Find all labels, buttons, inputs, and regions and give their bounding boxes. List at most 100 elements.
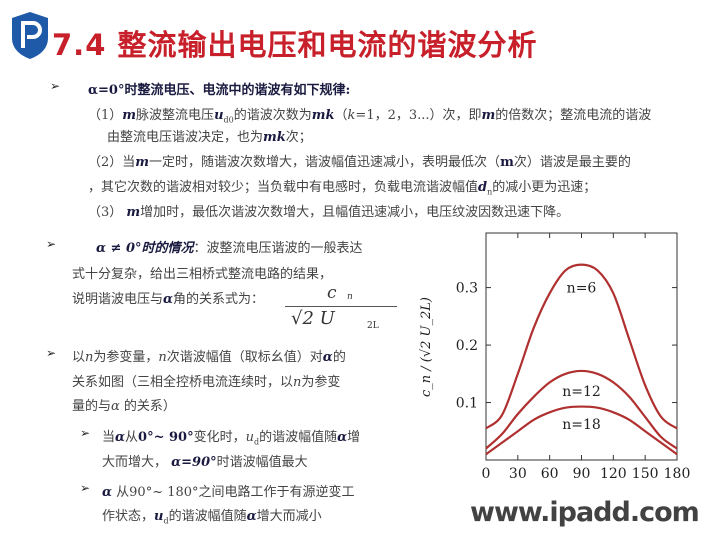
formula-numerator-sub: n (347, 292, 353, 302)
text-segment: α (246, 509, 257, 524)
text-segment: 次； (285, 130, 312, 145)
text-line: α=0°时整流电压、电流中的谐波有如下规律: (88, 79, 350, 98)
formula-denominator-sub: 2L (367, 321, 379, 331)
text-segment: α (115, 430, 126, 445)
bullet-arrow-icon: ➢ (46, 237, 57, 251)
x-tick-label: 120 (600, 466, 627, 482)
text-segment: （1） (88, 108, 123, 123)
y-tick-label: 0.3 (456, 281, 478, 297)
text-segment: n (487, 187, 493, 197)
text-segment: 以 (72, 350, 86, 365)
text-line: 由整流电压谐波决定，也为mk次； (107, 126, 312, 145)
text-segment: d (163, 516, 169, 526)
series-line-n=12 (485, 369, 678, 450)
text-segment: 从90°~ 180°之间电路工作于有源逆变工 (112, 485, 355, 500)
text-line: 当α从0°~ 90°变化时，ud的谐波幅值随α增 (102, 426, 360, 447)
text-segment: m (122, 108, 137, 123)
bullet-arrow-icon: ➢ (80, 426, 91, 440)
text-line: 式十分复杂，给出三相桥式整流电路的结果， (72, 263, 332, 282)
text-segment: 的谐波次数为 (233, 108, 312, 123)
text-segment: 角的关系式为： (173, 292, 265, 307)
text-segment: k (347, 108, 356, 123)
text-segment: m (500, 155, 514, 170)
text-segment: 的关系） (119, 399, 176, 414)
text-segment: 为参变 (301, 375, 341, 390)
text-line: （3） m增加时，最低次谐波次数增大，且幅值迅速减小，电压纹波因数迅速下降。 (88, 201, 569, 220)
formula-numerator: c (327, 283, 337, 303)
series-label: n=18 (562, 417, 601, 433)
text-segment: u (154, 509, 164, 524)
text-segment: 脉波整流电压 (136, 108, 215, 123)
text-segment: 的倍数次；整流电流的谐波 (495, 108, 652, 123)
y-tick-label: 0.1 (456, 396, 478, 412)
text-segment: 增大而减小 (256, 509, 322, 524)
text-segment: 量的与 (72, 399, 112, 414)
text-segment: n (85, 350, 94, 365)
text-segment: α ≠ 0°时的情况 (96, 241, 194, 256)
text-segment: 作状态， (102, 509, 155, 524)
text-segment: （ (334, 108, 348, 123)
text-segment: 增 (347, 430, 361, 445)
text-line: （2）当m一定时，随谐波次数增大，谐波幅值迅速减小，表明最低次（m次）谐波是最主… (88, 151, 631, 170)
text-segment: =1，2，3...）次，即 (355, 108, 482, 123)
text-segment: d0 (223, 115, 234, 125)
text-segment: 式十分复杂，给出三相桥式整流电路的结果， (72, 267, 333, 282)
slide-title: 7.4 整流输出电压和电流的谐波分析 (52, 28, 538, 62)
logo-icon (12, 12, 48, 59)
text-segment: 当 (102, 430, 116, 445)
text-segment: m (481, 108, 496, 123)
text-line: 说明谐波电压与α角的关系式为： (72, 288, 264, 307)
formula-denominator: √2 U (291, 308, 335, 329)
text-segment: 增加时，最低次谐波次数增大，且幅值迅速减小，电压纹波因数迅速下降。 (140, 205, 570, 220)
text-line: ，其它次数的谐波相对较少；当负载中有电感时，负载电流谐波幅值dn的减小更为迅速； (88, 176, 596, 197)
text-line: （1）m脉波整流电压ud0的谐波次数为mk（k=1，2，3...）次，即m的倍数… (88, 104, 651, 125)
bullet-arrow-icon: ➢ (80, 481, 91, 495)
x-tick-label: 0 (482, 466, 491, 482)
text-segment: ，其它次数的谐波相对较少；当负载中有电感时，负载电流谐波幅值 (88, 180, 479, 195)
text-line: 量的与α 的关系） (72, 395, 176, 414)
text-segment: α (102, 485, 113, 500)
text-segment: 次）谐波是最主要的 (513, 155, 631, 170)
text-segment: mk (311, 108, 335, 123)
text-line: α ≠ 0°时的情况：波整流电压谐波的一般表达 (96, 237, 363, 256)
text-segment: 一定时，随谐波次数增大，谐波幅值迅速减小，表明最低次（ (149, 155, 501, 170)
text-segment: α (111, 399, 120, 414)
text-segment: 的谐波幅值随 (168, 509, 247, 524)
text-segment: 由整流电压谐波决定，也为 (107, 130, 264, 145)
text-segment: α (337, 430, 348, 445)
x-tick-label: 30 (509, 466, 527, 482)
text-segment: 说明谐波电压与 (72, 292, 164, 307)
text-segment: α=90° (171, 455, 217, 470)
text-segment: u (214, 108, 224, 123)
text-segment: u (245, 430, 254, 445)
watermark: www.ipadd.com (470, 497, 700, 528)
text-segment: 的 (332, 350, 346, 365)
text-segment: mk (263, 130, 286, 145)
bullet-arrow-icon: ➢ (46, 346, 57, 360)
fraction-bar (285, 306, 397, 307)
x-tick-label: 90 (573, 466, 591, 482)
text-segment: 时谐波幅值最大 (216, 455, 308, 470)
series-label: n=6 (567, 281, 597, 297)
formula: c n √2 U 2L (285, 283, 397, 333)
text-segment: 的谐波幅值随 (259, 430, 338, 445)
text-line: α 从90°~ 180°之间电路工作于有源逆变工 (102, 481, 355, 500)
text-segment: d (478, 180, 488, 195)
y-axis-label: c_n / (√2 U_2L) (419, 297, 434, 397)
text-line: 关系如图（三相全控桥电流连续时，以n为参变 (72, 371, 340, 390)
text-segment: α=0°时整流电压、电流中的谐波有如下规律: (88, 83, 351, 98)
text-segment: （3） (88, 205, 127, 220)
text-segment: 为参变量， (93, 350, 159, 365)
text-segment: m (126, 205, 141, 220)
text-segment: α (322, 350, 333, 365)
x-tick-label: 60 (541, 466, 559, 482)
text-segment: n (158, 350, 167, 365)
text-segment: m (135, 155, 150, 170)
text-segment: n (293, 375, 302, 390)
text-segment: （2）当 (88, 155, 136, 170)
bullet-arrow-icon: ➢ (50, 79, 61, 93)
text-segment: 变化时， (193, 430, 246, 445)
series-label: n=12 (562, 384, 601, 400)
text-segment: α (163, 292, 174, 307)
text-segment: 关系如图（三相全控桥电流连续时，以 (72, 375, 294, 390)
